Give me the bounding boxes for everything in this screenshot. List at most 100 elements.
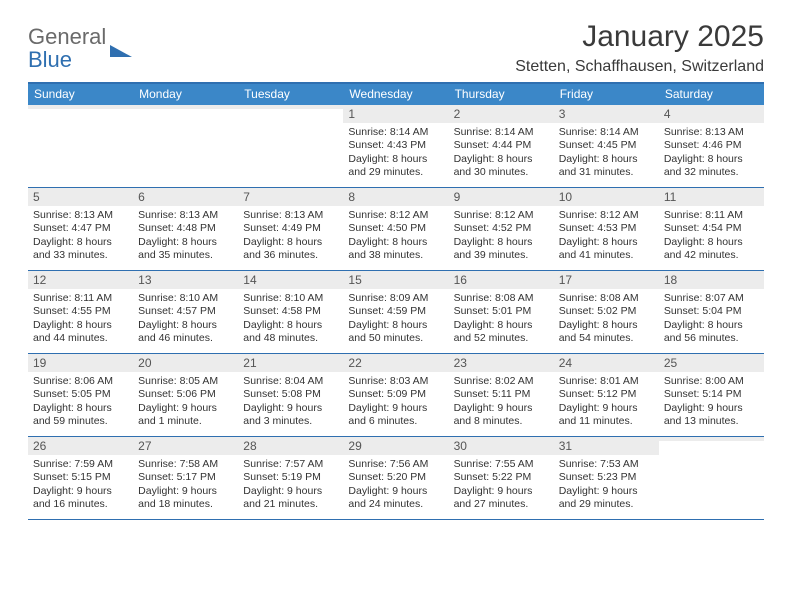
logo-word-2: Blue bbox=[28, 47, 106, 73]
calendar-cell: 19Sunrise: 8:06 AMSunset: 5:05 PMDayligh… bbox=[28, 354, 133, 436]
day-number: 24 bbox=[559, 356, 654, 370]
day-of-week-header: Friday bbox=[554, 84, 659, 105]
calendar-cell: 10 Sunrise: 8:12 AMSunset: 4:53 PMDayligh… bbox=[554, 188, 659, 270]
day-number: 27 bbox=[138, 439, 233, 453]
calendar-cell: 9 Sunrise: 8:12 AMSunset: 4:52 PMDaylight… bbox=[449, 188, 554, 270]
day-number-bar: 1 bbox=[343, 105, 448, 123]
day-number-bar: 31 bbox=[554, 437, 659, 455]
calendar-week-row: 26 Sunrise: 7:59 AMSunset: 5:15 PMDayligh… bbox=[28, 437, 764, 520]
day-number-bar: 18 bbox=[659, 271, 764, 289]
day-info: Sunrise: 7:59 AMSunset: 5:15 PMDaylight:… bbox=[33, 458, 128, 512]
day-number: 23 bbox=[454, 356, 549, 370]
day-number: 29 bbox=[348, 439, 443, 453]
day-info: Sunrise: 8:13 AMSunset: 4:47 PMDaylight:… bbox=[33, 209, 128, 263]
day-number-bar: 20 bbox=[133, 354, 238, 372]
day-info: Sunrise: 8:14 AMSunset: 4:45 PMDaylight:… bbox=[559, 126, 654, 180]
calendar-cell: 3 Sunrise: 8:14 AMSunset: 4:45 PMDaylight… bbox=[554, 105, 659, 187]
calendar-cell bbox=[659, 437, 764, 519]
day-number-bar: 23 bbox=[449, 354, 554, 372]
logo-triangle-icon bbox=[110, 45, 132, 57]
day-info: Sunrise: 8:10 AMSunset: 4:58 PMDaylight:… bbox=[243, 292, 338, 346]
day-info: Sunrise: 8:12 AMSunset: 4:52 PMDaylight:… bbox=[454, 209, 549, 263]
day-number-bar: 29 bbox=[343, 437, 448, 455]
calendar-cell: 5 Sunrise: 8:13 AMSunset: 4:47 PMDaylight… bbox=[28, 188, 133, 270]
calendar-cell: 1Sunrise: 8:14 AMSunset: 4:43 PMDaylight… bbox=[343, 105, 448, 187]
day-of-week-header: Wednesday bbox=[343, 84, 448, 105]
calendar-cell: 28Sunrise: 7:57 AMSunset: 5:19 PMDayligh… bbox=[238, 437, 343, 519]
location-subtitle: Stetten, Schaffhausen, Switzerland bbox=[515, 58, 764, 76]
day-number-bar: 13 bbox=[133, 271, 238, 289]
day-number-bar: 27 bbox=[133, 437, 238, 455]
day-number: 8 bbox=[348, 190, 443, 204]
day-info: Sunrise: 8:04 AMSunset: 5:08 PMDaylight:… bbox=[243, 375, 338, 429]
day-number-bar: 24 bbox=[554, 354, 659, 372]
day-number: 16 bbox=[454, 273, 549, 287]
day-number: 14 bbox=[243, 273, 338, 287]
header: General Blue January 2025 Stetten, Schaf… bbox=[28, 20, 764, 76]
day-info: Sunrise: 8:06 AMSunset: 5:05 PMDaylight:… bbox=[33, 375, 128, 429]
day-info: Sunrise: 8:14 AMSunset: 4:44 PMDaylight:… bbox=[454, 126, 549, 180]
logo-word-1: General bbox=[28, 24, 106, 49]
day-info: Sunrise: 8:10 AMSunset: 4:57 PMDaylight:… bbox=[138, 292, 233, 346]
day-number: 2 bbox=[454, 107, 549, 121]
calendar-cell: 30Sunrise: 7:55 AMSunset: 5:22 PMDayligh… bbox=[449, 437, 554, 519]
calendar-cell bbox=[238, 105, 343, 187]
day-number: 7 bbox=[243, 190, 338, 204]
day-number-bar: 5 bbox=[28, 188, 133, 206]
calendar-cell: 8 Sunrise: 8:12 AMSunset: 4:50 PMDaylight… bbox=[343, 188, 448, 270]
day-number-bar bbox=[238, 105, 343, 109]
day-info: Sunrise: 8:13 AMSunset: 4:48 PMDaylight:… bbox=[138, 209, 233, 263]
day-number-bar bbox=[133, 105, 238, 109]
calendar-week-row: 12Sunrise: 8:11 AMSunset: 4:55 PMDayligh… bbox=[28, 271, 764, 354]
day-number: 13 bbox=[138, 273, 233, 287]
calendar-body: 1Sunrise: 8:14 AMSunset: 4:43 PMDaylight… bbox=[28, 105, 764, 520]
day-number: 12 bbox=[33, 273, 128, 287]
day-info: Sunrise: 8:02 AMSunset: 5:11 PMDaylight:… bbox=[454, 375, 549, 429]
day-info: Sunrise: 8:03 AMSunset: 5:09 PMDaylight:… bbox=[348, 375, 443, 429]
day-number-bar: 9 bbox=[449, 188, 554, 206]
day-number: 30 bbox=[454, 439, 549, 453]
day-info: Sunrise: 8:05 AMSunset: 5:06 PMDaylight:… bbox=[138, 375, 233, 429]
calendar-week-row: 5 Sunrise: 8:13 AMSunset: 4:47 PMDaylight… bbox=[28, 188, 764, 271]
calendar-cell: 18Sunrise: 8:07 AMSunset: 5:04 PMDayligh… bbox=[659, 271, 764, 353]
day-number-bar: 10 bbox=[554, 188, 659, 206]
day-number-bar: 17 bbox=[554, 271, 659, 289]
day-of-week-header: Thursday bbox=[449, 84, 554, 105]
brand-logo: General Blue bbox=[28, 20, 132, 73]
day-number: 21 bbox=[243, 356, 338, 370]
month-title: January 2025 bbox=[515, 20, 764, 54]
day-number: 25 bbox=[664, 356, 759, 370]
calendar-cell bbox=[133, 105, 238, 187]
calendar-cell: 26 Sunrise: 7:59 AMSunset: 5:15 PMDayligh… bbox=[28, 437, 133, 519]
day-number-bar bbox=[28, 105, 133, 109]
calendar-cell: 17Sunrise: 8:08 AMSunset: 5:02 PMDayligh… bbox=[554, 271, 659, 353]
day-info: Sunrise: 8:12 AMSunset: 4:53 PMDaylight:… bbox=[559, 209, 654, 263]
day-number: 10 bbox=[559, 190, 654, 204]
day-number: 20 bbox=[138, 356, 233, 370]
day-number-bar: 26 bbox=[28, 437, 133, 455]
calendar-week-row: 1Sunrise: 8:14 AMSunset: 4:43 PMDaylight… bbox=[28, 105, 764, 188]
day-info: Sunrise: 8:12 AMSunset: 4:50 PMDaylight:… bbox=[348, 209, 443, 263]
day-number-bar: 7 bbox=[238, 188, 343, 206]
logo-text-block: General Blue bbox=[28, 26, 106, 73]
day-of-week-header: Sunday bbox=[28, 84, 133, 105]
calendar-cell: 21 Sunrise: 8:04 AMSunset: 5:08 PMDayligh… bbox=[238, 354, 343, 436]
day-number: 22 bbox=[348, 356, 443, 370]
day-number: 9 bbox=[454, 190, 549, 204]
day-number: 3 bbox=[559, 107, 654, 121]
day-number-bar: 28 bbox=[238, 437, 343, 455]
day-number-bar bbox=[659, 437, 764, 441]
day-number-bar: 4 bbox=[659, 105, 764, 123]
day-number-bar: 25 bbox=[659, 354, 764, 372]
calendar-cell: 31Sunrise: 7:53 AMSunset: 5:23 PMDayligh… bbox=[554, 437, 659, 519]
day-info: Sunrise: 8:01 AMSunset: 5:12 PMDaylight:… bbox=[559, 375, 654, 429]
calendar-cell: 20 Sunrise: 8:05 AMSunset: 5:06 PMDayligh… bbox=[133, 354, 238, 436]
day-info: Sunrise: 7:58 AMSunset: 5:17 PMDaylight:… bbox=[138, 458, 233, 512]
day-number-bar: 11 bbox=[659, 188, 764, 206]
day-number-bar: 3 bbox=[554, 105, 659, 123]
day-number-bar: 12 bbox=[28, 271, 133, 289]
day-number: 4 bbox=[664, 107, 759, 121]
day-of-week-header-row: SundayMondayTuesdayWednesdayThursdayFrid… bbox=[28, 84, 764, 105]
day-info: Sunrise: 8:00 AMSunset: 5:14 PMDaylight:… bbox=[664, 375, 759, 429]
day-of-week-header: Tuesday bbox=[238, 84, 343, 105]
